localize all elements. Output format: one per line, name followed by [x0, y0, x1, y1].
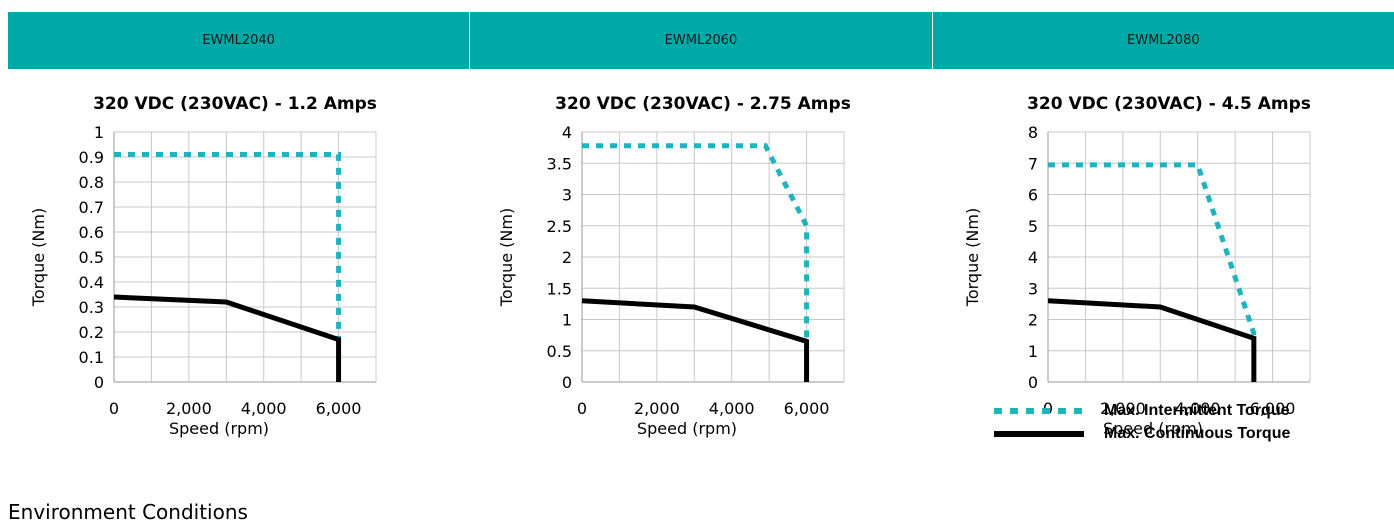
y-tick-label: 0.7: [79, 198, 104, 217]
y-tick-label: 2: [1028, 311, 1038, 330]
y-tick-label: 3: [562, 186, 572, 205]
x-tick-label: 0: [577, 399, 587, 418]
x-tick-label: 2,000: [166, 399, 212, 418]
environment-conditions-heading: Environment Conditions: [8, 500, 248, 524]
y-tick-label: 3.5: [547, 154, 572, 173]
y-tick-label: 0.5: [547, 342, 572, 361]
torque-speed-chart-ewml2080: 320 VDC (230VAC) - 4.5 Amps01234567802,0…: [952, 88, 1352, 458]
y-tick-label: 0: [1028, 373, 1038, 392]
gridlines: [582, 131, 845, 383]
y-tick-label: 0.1: [79, 348, 104, 367]
x-tick-label: 6,000: [784, 399, 830, 418]
y-tick-label: 2: [562, 248, 572, 267]
x-axis-label: Speed (rpm): [637, 419, 737, 438]
series-line-intermittent: [582, 143, 810, 342]
y-axis-label: Torque (Nm): [29, 208, 48, 307]
x-tick-label: 6,000: [1250, 399, 1296, 418]
x-tick-label: 4,000: [1175, 399, 1221, 418]
y-tick-label: 5: [1028, 217, 1038, 236]
y-tick-label: 4: [562, 123, 572, 142]
y-tick-label: 0.9: [79, 148, 104, 167]
chart-title: 320 VDC (230VAC) - 1.2 Amps: [93, 94, 377, 114]
y-tick-label: 2.5: [547, 217, 572, 236]
y-tick-label: 3: [1028, 279, 1038, 298]
y-axis-label: Torque (Nm): [963, 208, 982, 307]
x-tick-label: 2,000: [634, 399, 680, 418]
header-model-ewml2080: EWML2080: [931, 12, 1394, 69]
y-tick-label: 1: [1028, 342, 1038, 361]
chart-title: 320 VDC (230VAC) - 2.75 Amps: [555, 94, 851, 114]
y-tick-label: 1: [94, 123, 104, 142]
series-line-continuous: [1047, 298, 1257, 382]
legend-swatch-intermittent: [994, 408, 1084, 414]
torque-speed-chart-ewml2060: 320 VDC (230VAC) - 2.75 Amps 0 0.5 1 1.5 2 2.5…: [486, 88, 886, 458]
y-tick-label: 0.5: [79, 248, 104, 267]
x-tick-label: 4,000: [709, 399, 755, 418]
x-tick-label: 2,000: [1100, 399, 1146, 418]
x-tick-label: 6,000: [316, 399, 362, 418]
header-model-ewml2060: EWML2060: [469, 12, 931, 69]
legend-swatch-continuous: [994, 431, 1084, 437]
y-tick-label: 0.3: [79, 298, 104, 317]
legend-label-intermittent: Max. Intermittent Torque: [1104, 402, 1290, 419]
y-tick-label: 0.4: [79, 273, 104, 292]
x-tick-label: 4,000: [241, 399, 287, 418]
y-tick-label: 0.2: [79, 323, 104, 342]
y-tick-label: 0: [562, 373, 572, 392]
gridlines: [1048, 131, 1311, 383]
y-tick-label: 1.5: [547, 279, 572, 298]
model-header-bar: EWML2040 EWML2060 EWML2080: [8, 12, 1394, 69]
chart-svg: 320 VDC (230VAC) - 1.2 Amps 0 0.1 0.2 0.3 0.4…: [29, 94, 377, 438]
series-line-intermittent: [114, 152, 342, 340]
x-axis-label: Speed (rpm): [169, 419, 269, 438]
x-axis-label: Speed (rpm): [1103, 419, 1203, 438]
y-tick-label: 0.8: [79, 173, 104, 192]
series-line-continuous: [113, 294, 342, 382]
y-tick-label: 6: [1028, 186, 1038, 205]
chart-svg: 320 VDC (230VAC) - 4.5 Amps01234567802,0…: [963, 94, 1311, 438]
legend-label-continuous: Max. Continuous Torque: [1104, 425, 1291, 442]
legend-item-continuous: Max. Continuous Torque: [992, 425, 1290, 443]
series-line-continuous: [581, 298, 810, 382]
y-axis-label: Torque (Nm): [497, 208, 516, 307]
y-tick-label: 0: [94, 373, 104, 392]
legend-item-intermittent: Max. Intermittent Torque: [992, 402, 1290, 420]
chart-legend: Max. Intermittent Torque Max. Continuous…: [992, 402, 1392, 530]
header-model-ewml2040: EWML2040: [202, 33, 275, 48]
y-tick-label: 4: [1028, 248, 1038, 267]
chart-title: 320 VDC (230VAC) - 4.5 Amps: [1027, 94, 1311, 114]
y-tick-label: 8: [1028, 123, 1038, 142]
torque-speed-chart-ewml2040: 320 VDC (230VAC) - 1.2 Amps 0 0.1 0.2 0.3 0.4…: [18, 88, 418, 458]
chart-svg: 320 VDC (230VAC) - 2.75 Amps 0 0.5 1 1.5 2 2.5…: [497, 94, 851, 438]
x-tick-label: 0: [109, 399, 119, 418]
y-tick-label: 0.6: [79, 223, 104, 242]
y-tick-label: 1: [562, 311, 572, 330]
series-line-intermittent: [1048, 162, 1257, 339]
y-tick-label: 7: [1028, 154, 1038, 173]
